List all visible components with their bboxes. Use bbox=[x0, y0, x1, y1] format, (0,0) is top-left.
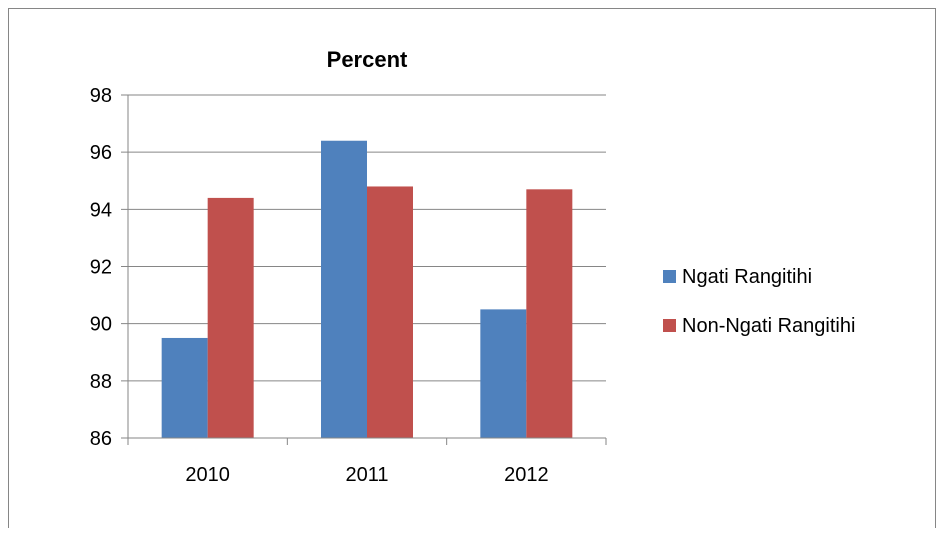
y-tick-label: 96 bbox=[90, 142, 112, 164]
x-tick-labels: 2010 2011 2012 bbox=[185, 464, 548, 486]
bar-non-ngati-rangitihi-2011 bbox=[367, 186, 413, 438]
bars bbox=[161, 140, 573, 438]
legend-label: Non-Ngati Rangitihi bbox=[682, 315, 855, 337]
legend-swatch bbox=[663, 270, 676, 283]
y-tick-label: 86 bbox=[90, 428, 112, 450]
legend-label: Ngati Rangitihi bbox=[682, 266, 812, 288]
chart-frame bbox=[8, 8, 936, 528]
y-tick-label: 88 bbox=[90, 371, 112, 393]
bar-ngati-rangitihi-2010 bbox=[161, 337, 208, 438]
x-tick-label: 2011 bbox=[345, 464, 388, 486]
legend-swatch bbox=[663, 319, 676, 332]
y-tick-label: 94 bbox=[90, 199, 112, 221]
y-tick-label: 92 bbox=[90, 257, 112, 279]
legend: Ngati Rangitihi Non-Ngati Rangitihi bbox=[663, 266, 855, 337]
bar-ngati-rangitihi-2012 bbox=[480, 309, 527, 438]
y-tick-labels: 86 88 90 92 94 96 98 bbox=[90, 85, 112, 450]
x-tick-label: 2012 bbox=[504, 464, 549, 486]
y-tick-label: 98 bbox=[90, 85, 112, 107]
x-tick-label: 2010 bbox=[185, 464, 230, 486]
bar-non-ngati-rangitihi-2010 bbox=[207, 197, 254, 438]
bar-non-ngati-rangitihi-2012 bbox=[526, 189, 573, 438]
bar-ngati-rangitihi-2011 bbox=[321, 140, 367, 438]
y-tick-label: 90 bbox=[90, 314, 112, 336]
axes bbox=[127, 95, 607, 445]
chart-title: Percent bbox=[327, 47, 408, 72]
